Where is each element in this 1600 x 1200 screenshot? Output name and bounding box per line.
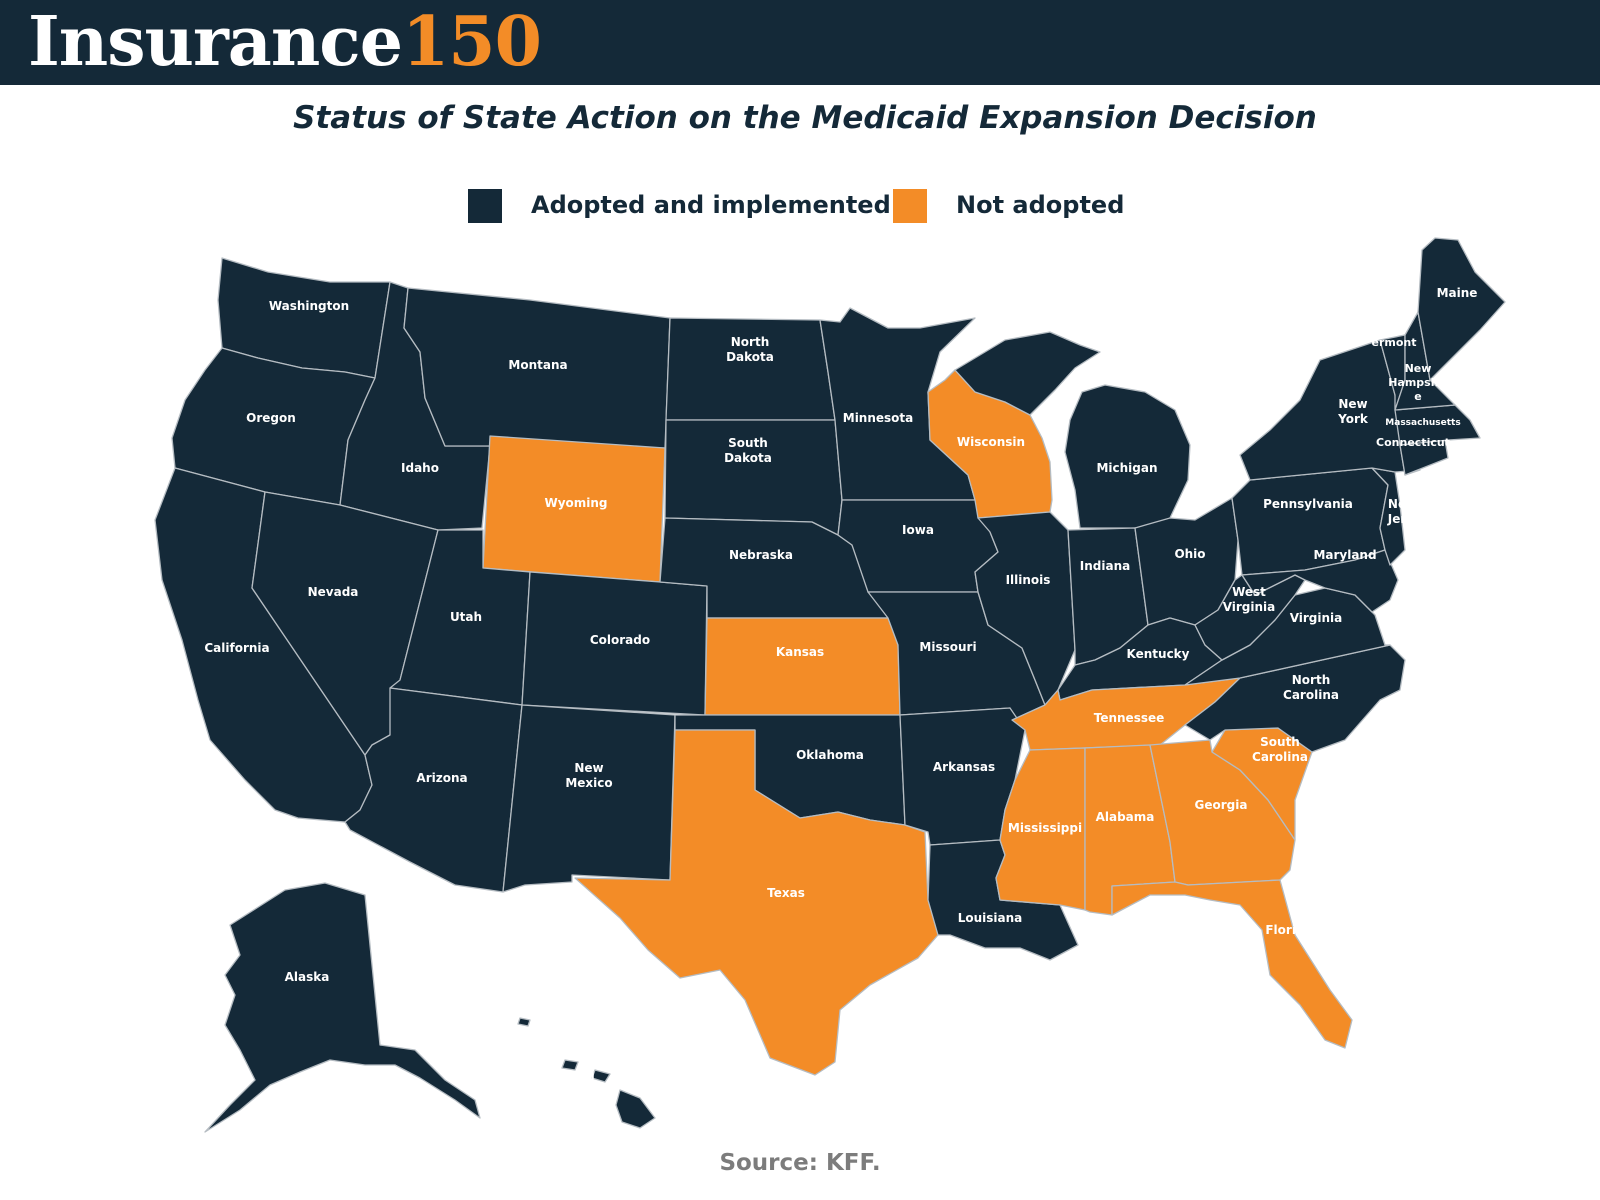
- header-bar: Insurance150: [0, 0, 1600, 85]
- state-label-arkansas: Arkansas: [933, 760, 995, 774]
- state-label-west-virginia: West Virginia: [1223, 585, 1276, 614]
- state-label-pennsylvania: Pennsylvania: [1263, 497, 1353, 511]
- source-note: Source: KFF.: [719, 1150, 881, 1176]
- state-alaska[interactable]: [204, 882, 481, 1133]
- state-label-arizona: Arizona: [416, 771, 467, 785]
- state-label-california: California: [204, 641, 269, 655]
- state-label-kansas: Kansas: [776, 645, 824, 659]
- state-kansas[interactable]: [704, 617, 901, 716]
- state-maryland[interactable]: [1241, 549, 1399, 613]
- state-label-tennessee: Tennessee: [1094, 711, 1165, 725]
- state-georgia[interactable]: [1149, 739, 1296, 886]
- state-label-wyoming: Wyoming: [544, 496, 607, 510]
- brand-word: Insurance: [28, 2, 403, 82]
- legend-swatch-adopted: [468, 189, 502, 223]
- state-new-mexico[interactable]: [502, 704, 676, 893]
- state-label-vermont: ermont: [1372, 336, 1417, 349]
- state-label-new-york: New York: [1337, 397, 1369, 426]
- legend-swatch-not-adopted: [893, 189, 927, 223]
- state-label-oklahoma: Oklahoma: [796, 748, 864, 762]
- state-label-new-hampshire: New Hampshir e: [1388, 362, 1448, 403]
- state-label-alabama: Alabama: [1096, 810, 1155, 824]
- state-label-washington: Washington: [269, 299, 349, 313]
- state-label-maine: Maine: [1437, 286, 1478, 300]
- state-label-alaska: Alaska: [285, 970, 330, 984]
- state-label-colorado: Colorado: [590, 633, 650, 647]
- state-label-virginia: Virginia: [1290, 611, 1343, 625]
- brand-logo: Insurance150: [28, 2, 542, 82]
- state-label-connecticut: Connecticut: [1376, 436, 1450, 449]
- state-maine[interactable]: [1417, 237, 1506, 381]
- state-label-missouri: Missouri: [919, 640, 976, 654]
- state-label-iowa: Iowa: [902, 523, 934, 537]
- state-label-idaho: Idaho: [401, 461, 439, 475]
- state-florida[interactable]: [1111, 879, 1353, 1049]
- state-label-north-dakota: North Dakota: [726, 335, 774, 364]
- state-label-georgia: Georgia: [1195, 798, 1248, 812]
- state-label-illinois: Illinois: [1006, 573, 1051, 587]
- state-label-new-jersey: Ne Jer: [1387, 497, 1407, 526]
- state-label-oregon: Oregon: [246, 411, 296, 425]
- state-north-dakota[interactable]: [665, 317, 836, 421]
- state-label-south-dakota: South Dakota: [724, 436, 772, 465]
- state-label-utah: Utah: [450, 610, 482, 624]
- state-new-jersey[interactable]: [1371, 467, 1406, 566]
- brand-number: 150: [401, 2, 542, 82]
- state-label-louisiana: Louisiana: [958, 911, 1023, 925]
- state-label-massachusetts: Massachusetts: [1385, 418, 1460, 428]
- state-label-ohio: Ohio: [1174, 547, 1205, 561]
- legend: Adopted and implemented Not adopted: [0, 188, 1600, 224]
- state-label-wisconsin: Wisconsin: [957, 435, 1025, 449]
- state-label-kentucky: Kentucky: [1127, 647, 1190, 661]
- state-label-north-carolina: North Carolina: [1283, 673, 1339, 702]
- state-label-montana: Montana: [508, 358, 567, 372]
- state-hawaii[interactable]: [517, 1017, 656, 1129]
- state-label-new-mexico: New Mexico: [565, 761, 612, 790]
- state-label-mississippi: Mississippi: [1008, 821, 1082, 835]
- state-label-maryland: Maryland: [1313, 548, 1376, 562]
- state-montana[interactable]: [403, 287, 671, 449]
- state-label-minnesota: Minnesota: [843, 411, 914, 425]
- state-label-michigan: Michigan: [1096, 461, 1157, 475]
- legend-label-adopted: Adopted and implemented: [531, 191, 891, 219]
- state-label-nevada: Nevada: [308, 585, 359, 599]
- state-label-florida: Florida: [1265, 923, 1312, 937]
- state-texas[interactable]: [574, 729, 939, 1076]
- state-label-indiana: Indiana: [1080, 559, 1130, 573]
- state-label-texas: Texas: [767, 886, 805, 900]
- legend-label-not-adopted: Not adopted: [956, 191, 1125, 219]
- map-title: Status of State Action on the Medicaid E…: [293, 100, 1317, 136]
- state-label-nebraska: Nebraska: [729, 548, 793, 562]
- state-label-hawaii: Hawaii: [549, 1068, 595, 1082]
- state-label-south-carolina: South Carolina: [1252, 735, 1308, 764]
